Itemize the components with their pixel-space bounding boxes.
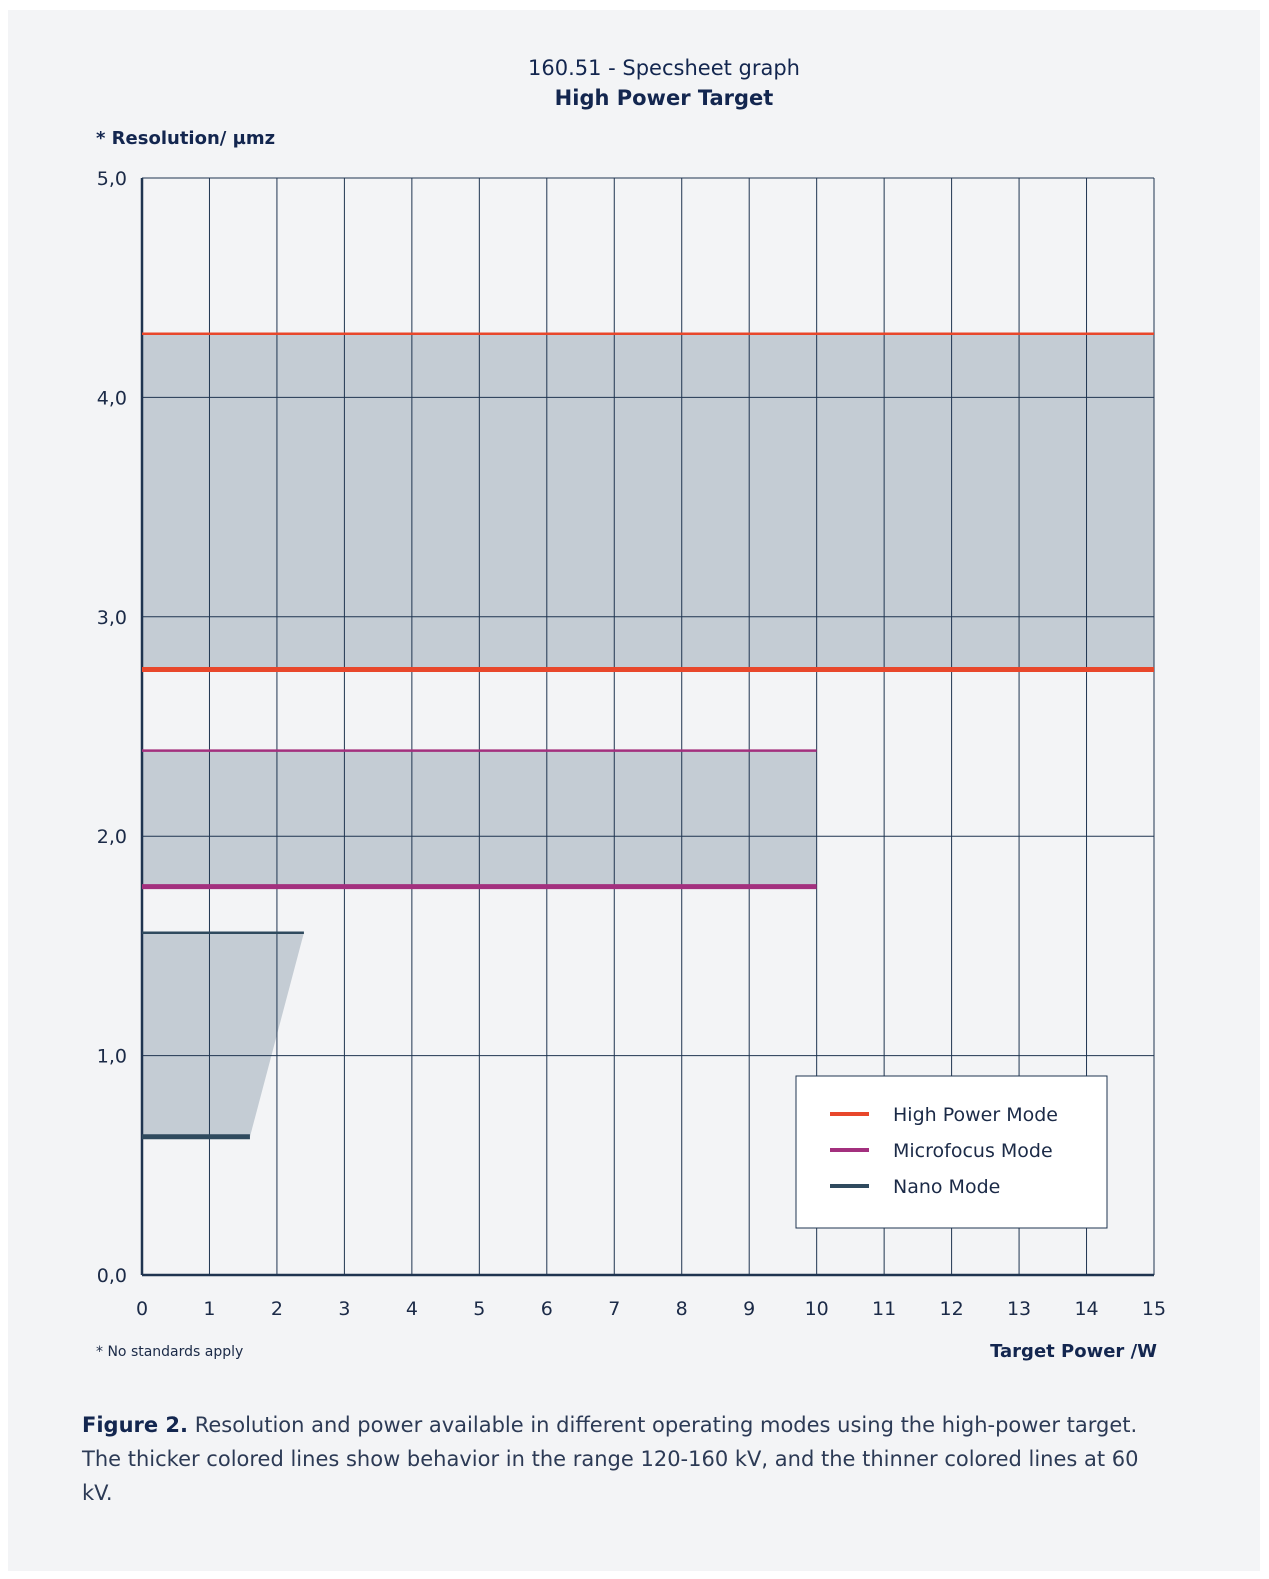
x-tick-labels: 0 1 2 3 4 5 6 7 8 9 10 11 12 13 14 15 <box>136 1298 1166 1320</box>
y-tick-label: 2,0 <box>97 826 127 848</box>
x-tick-label: 9 <box>743 1298 755 1320</box>
legend-label: High Power Mode <box>893 1104 1058 1126</box>
x-tick-label: 13 <box>1007 1298 1031 1320</box>
x-tick-label: 6 <box>541 1298 553 1320</box>
x-tick-label: 3 <box>338 1298 350 1320</box>
y-tick-label: 0,0 <box>97 1265 127 1287</box>
chart-supertitle: 160.51 - Specsheet graph <box>528 56 800 80</box>
legend-box <box>795 1075 1108 1229</box>
x-tick-label: 4 <box>406 1298 418 1320</box>
legend-label: Nano Mode <box>893 1176 1000 1198</box>
legend: High Power Mode Microfocus Mode Nano Mode <box>795 1075 1108 1229</box>
x-tick-label: 1 <box>203 1298 215 1320</box>
x-tick-label: 11 <box>872 1298 896 1320</box>
x-tick-label: 8 <box>676 1298 688 1320</box>
x-tick-label: 14 <box>1074 1298 1098 1320</box>
x-tick-label: 0 <box>136 1298 148 1320</box>
legend-label: Microfocus Mode <box>893 1140 1053 1162</box>
chart-title: High Power Target <box>555 86 774 110</box>
x-tick-label: 10 <box>805 1298 829 1320</box>
y-tick-labels: 0,0 1,0 2,0 3,0 4,0 5,0 <box>97 168 127 1287</box>
figure-caption: Figure 2. Resolution and power available… <box>82 1408 1162 1510</box>
shaded-regions <box>142 333 1154 1137</box>
figure-label: Figure 2. <box>82 1413 189 1437</box>
y-tick-label: 3,0 <box>97 607 127 629</box>
y-tick-label: 5,0 <box>97 168 127 190</box>
y-axis-label: * Resolution/ µmz <box>96 128 275 149</box>
x-tick-label: 12 <box>940 1298 964 1320</box>
x-tick-label: 7 <box>608 1298 620 1320</box>
x-axis-label: Target Power /W <box>990 1341 1157 1362</box>
y-tick-label: 4,0 <box>97 387 127 409</box>
footnote: * No standards apply <box>96 1344 243 1360</box>
x-tick-label: 5 <box>473 1298 485 1320</box>
figure-caption-text: Resolution and power available in differ… <box>82 1413 1139 1505</box>
region-2 <box>142 932 304 1137</box>
y-tick-label: 1,0 <box>97 1046 127 1068</box>
x-tick-label: 2 <box>271 1298 283 1320</box>
region-0 <box>142 333 1154 670</box>
axes <box>140 178 1154 1277</box>
series-lines <box>142 332 1154 1140</box>
x-tick-label: 15 <box>1142 1298 1166 1320</box>
